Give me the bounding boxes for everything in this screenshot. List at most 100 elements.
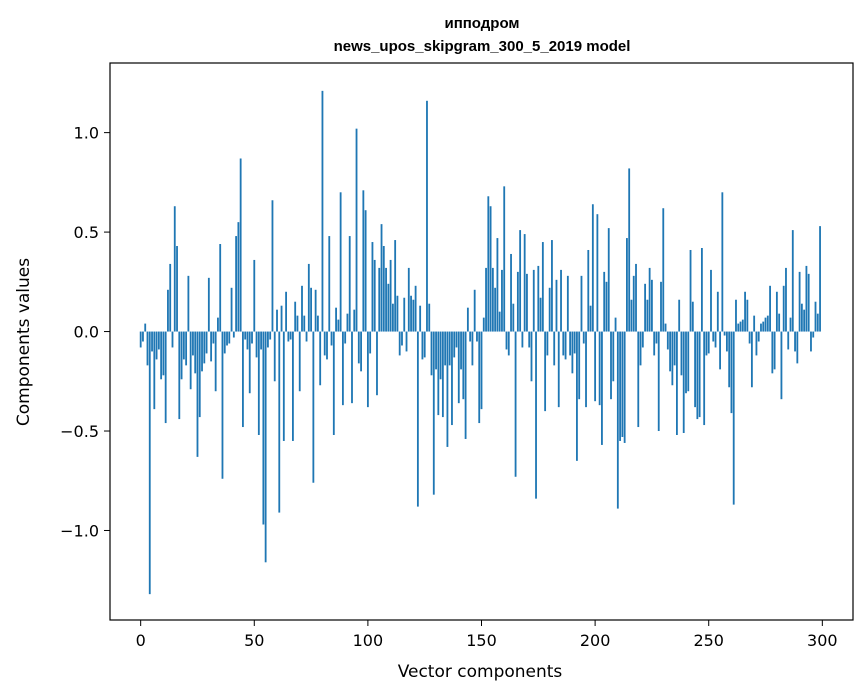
bar [485,267,487,332]
bar [416,331,419,507]
bar [535,331,537,499]
bar [669,331,671,372]
bar [526,273,528,332]
bar [589,305,592,332]
bar [587,249,590,332]
bar [651,279,653,332]
bar [637,331,640,428]
bar [619,331,622,441]
bar [235,236,238,332]
bar [182,331,185,360]
bar [691,301,694,332]
bar [762,321,765,332]
bar [516,271,519,332]
bar [476,331,478,342]
bar [532,269,535,332]
bar [805,265,808,332]
bar [787,331,790,350]
bar [376,331,378,396]
bar [541,242,544,332]
bar [621,331,624,437]
y-tick-label: 1.0 [74,124,99,143]
bar [444,331,447,366]
bar [487,196,490,332]
bar [339,192,342,332]
bar [278,331,281,513]
bar [469,331,472,342]
bar [448,331,451,366]
bar [819,226,821,332]
x-tick-label: 150 [466,631,497,650]
bar [357,331,360,364]
bar [330,331,333,346]
bar [287,331,290,342]
bar [453,331,456,358]
bar [498,311,501,332]
bar [523,234,526,332]
bar [341,331,344,406]
bar [446,331,449,447]
bar [766,315,769,332]
bar [503,186,506,332]
bar [198,331,201,418]
bar [648,267,651,332]
bar [194,331,197,374]
bar [391,303,394,332]
bar [219,244,222,332]
bar [471,331,474,366]
bar [380,224,383,332]
bar [616,331,619,509]
bar [646,299,649,332]
bar [694,331,696,408]
bar [428,303,431,332]
x-axis-ticks: 0 50 100 150 200 250 300 [136,620,838,650]
bar [310,287,312,332]
bar [439,331,442,380]
bar [360,331,362,372]
bar [512,303,515,332]
x-tick-label: 100 [353,631,384,650]
bar [294,301,297,332]
bar [246,331,249,350]
bar [355,128,358,332]
bar [782,285,785,332]
bar [217,317,219,332]
bar [462,331,465,400]
bar [671,331,674,386]
bar [548,287,551,332]
bar [578,331,581,400]
bar [489,206,492,332]
bar [753,315,756,332]
bar [264,331,267,563]
bar [737,323,740,332]
y-axis-label: Components values [14,258,34,426]
bar [457,331,460,404]
bar [242,331,244,428]
bar [760,323,762,332]
bar [723,331,726,336]
bar [210,331,213,362]
bar [328,236,331,332]
bar [771,331,774,374]
bar [262,331,265,525]
bar [816,313,819,332]
bar [314,289,317,332]
bar [412,299,415,332]
bar [162,331,165,376]
bar [630,299,633,332]
bar [603,271,606,332]
bar [387,283,390,332]
bar [394,240,397,332]
bar [303,315,306,332]
bar [280,305,283,332]
bar [478,331,481,424]
bar [332,331,335,435]
bar [628,168,631,332]
bar [682,331,685,433]
bar [612,331,615,382]
bar [573,331,576,354]
x-axis-label: Vector components [398,662,563,682]
bar [582,331,585,344]
bar [207,277,210,332]
bar [607,228,610,332]
